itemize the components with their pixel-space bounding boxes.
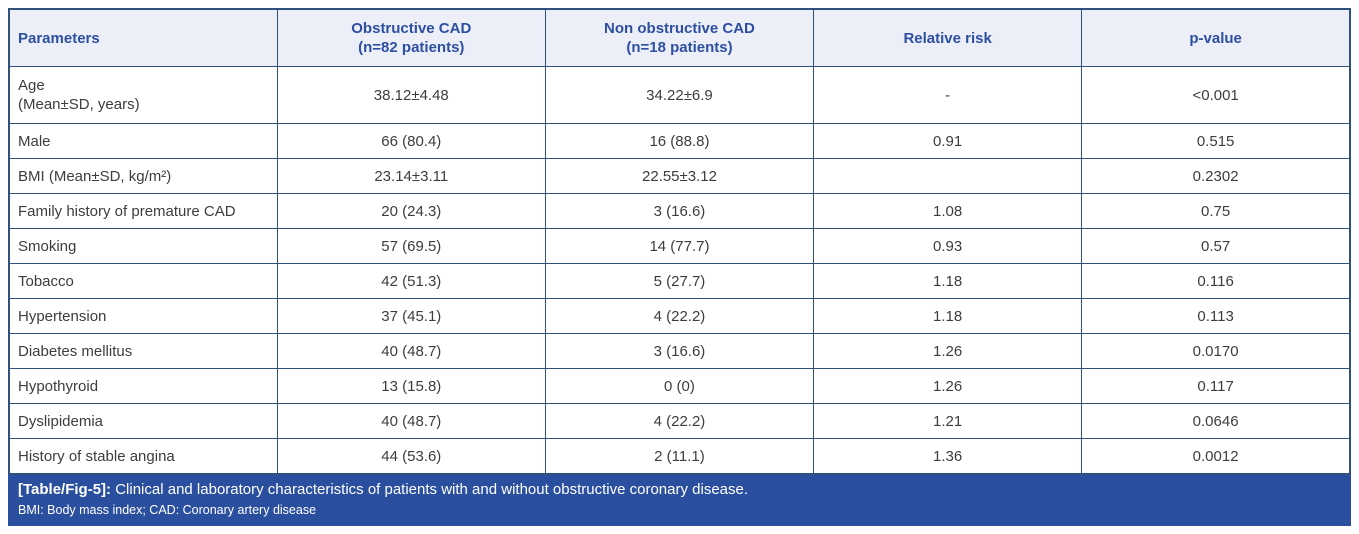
clinical-characteristics-table: Parameters Obstructive CAD (n=82 patient…	[8, 8, 1351, 475]
relative-risk-cell: 1.08	[813, 193, 1083, 229]
obstructive-cell: 42 (51.3)	[276, 263, 546, 299]
relative-risk-cell: 1.21	[813, 403, 1083, 439]
non-obstructive-cell: 2 (11.1)	[544, 438, 815, 475]
obstructive-cell: 44 (53.6)	[276, 438, 546, 475]
table-footnote: BMI: Body mass index; CAD: Coronary arte…	[18, 503, 317, 517]
p-value-cell: 0.116	[1081, 263, 1351, 299]
table-row-diabetes: Diabetes mellitus 40 (48.7) 3 (16.6) 1.2…	[8, 333, 1351, 369]
column-header-obstructive-cad: Obstructive CAD (n=82 patients)	[276, 8, 546, 67]
p-value-cell: 0.515	[1081, 123, 1351, 159]
p-value-cell: 0.0646	[1081, 403, 1351, 439]
table-caption-text: Clinical and laboratory characteristics …	[111, 481, 749, 498]
relative-risk-cell: 1.26	[813, 333, 1083, 369]
table-row-hypothyroid: Hypothyroid 13 (15.8) 0 (0) 1.26 0.117	[8, 368, 1351, 404]
non-obstructive-cell: 0 (0)	[544, 368, 815, 404]
table-row-male: Male 66 (80.4) 16 (88.8) 0.91 0.515	[8, 123, 1351, 159]
table-caption: [Table/Fig-5]: Clinical and laboratory c…	[18, 480, 1341, 500]
table-header: Parameters Obstructive CAD (n=82 patient…	[8, 8, 1351, 67]
header-row: Parameters Obstructive CAD (n=82 patient…	[8, 8, 1351, 67]
table-row-tobacco: Tobacco 42 (51.3) 5 (27.7) 1.18 0.116	[8, 263, 1351, 299]
column-header-p-value: p-value	[1081, 8, 1351, 67]
p-value-cell: 0.0170	[1081, 333, 1351, 369]
param-cell: Age (Mean±SD, years)	[8, 66, 278, 124]
obstructive-cell: 20 (24.3)	[276, 193, 546, 229]
non-obstructive-cell: 22.55±3.12	[544, 158, 815, 194]
table-row-stable-angina: History of stable angina 44 (53.6) 2 (11…	[8, 438, 1351, 475]
obstructive-cell: 23.14±3.11	[276, 158, 546, 194]
p-value-cell: 0.57	[1081, 228, 1351, 264]
non-obstructive-cell: 4 (22.2)	[544, 403, 815, 439]
column-header-relative-risk: Relative risk	[813, 8, 1083, 67]
non-obstructive-cell: 4 (22.2)	[544, 298, 815, 334]
table-row-dyslipidemia: Dyslipidemia 40 (48.7) 4 (22.2) 1.21 0.0…	[8, 403, 1351, 439]
param-cell: Tobacco	[8, 263, 278, 299]
p-value-cell: 0.117	[1081, 368, 1351, 404]
obstructive-cell: 66 (80.4)	[276, 123, 546, 159]
table-row-smoking: Smoking 57 (69.5) 14 (77.7) 0.93 0.57	[8, 228, 1351, 264]
relative-risk-cell	[813, 158, 1083, 194]
table-row-bmi: BMI (Mean±SD, kg/m²) 23.14±3.11 22.55±3.…	[8, 158, 1351, 194]
param-cell: Smoking	[8, 228, 278, 264]
p-value-cell: 0.113	[1081, 298, 1351, 334]
non-obstructive-cell: 16 (88.8)	[544, 123, 815, 159]
obstructive-cell: 38.12±4.48	[276, 66, 546, 124]
p-value-cell: 0.2302	[1081, 158, 1351, 194]
table-figure: Parameters Obstructive CAD (n=82 patient…	[8, 8, 1351, 526]
non-obstructive-cell: 5 (27.7)	[544, 263, 815, 299]
relative-risk-cell: 1.36	[813, 438, 1083, 475]
non-obstructive-cell: 3 (16.6)	[544, 193, 815, 229]
relative-risk-cell: 1.18	[813, 298, 1083, 334]
param-cell: History of stable angina	[8, 438, 278, 475]
p-value-cell: 0.75	[1081, 193, 1351, 229]
table-caption-bar: [Table/Fig-5]: Clinical and laboratory c…	[8, 475, 1351, 526]
param-cell: Family history of premature CAD	[8, 193, 278, 229]
table-row-age: Age (Mean±SD, years) 38.12±4.48 34.22±6.…	[8, 66, 1351, 124]
param-cell: Hypothyroid	[8, 368, 278, 404]
table-row-family-history: Family history of premature CAD 20 (24.3…	[8, 193, 1351, 229]
table-body: Age (Mean±SD, years) 38.12±4.48 34.22±6.…	[8, 66, 1351, 475]
param-cell: Hypertension	[8, 298, 278, 334]
relative-risk-cell: 1.26	[813, 368, 1083, 404]
column-header-parameters: Parameters	[8, 8, 278, 67]
param-cell: Diabetes mellitus	[8, 333, 278, 369]
table-caption-label: [Table/Fig-5]:	[18, 481, 112, 498]
relative-risk-cell: 1.18	[813, 263, 1083, 299]
relative-risk-cell: 0.91	[813, 123, 1083, 159]
param-cell: Dyslipidemia	[8, 403, 278, 439]
obstructive-cell: 13 (15.8)	[276, 368, 546, 404]
param-cell: Male	[8, 123, 278, 159]
obstructive-cell: 40 (48.7)	[276, 333, 546, 369]
obstructive-cell: 40 (48.7)	[276, 403, 546, 439]
relative-risk-cell: 0.93	[813, 228, 1083, 264]
param-cell: BMI (Mean±SD, kg/m²)	[8, 158, 278, 194]
obstructive-cell: 57 (69.5)	[276, 228, 546, 264]
column-header-non-obstructive-cad: Non obstructive CAD (n=18 patients)	[544, 8, 815, 67]
table-row-hypertension: Hypertension 37 (45.1) 4 (22.2) 1.18 0.1…	[8, 298, 1351, 334]
non-obstructive-cell: 14 (77.7)	[544, 228, 815, 264]
non-obstructive-cell: 34.22±6.9	[544, 66, 815, 124]
p-value-cell: <0.001	[1081, 66, 1351, 124]
relative-risk-cell: -	[813, 66, 1083, 124]
p-value-cell: 0.0012	[1081, 438, 1351, 475]
obstructive-cell: 37 (45.1)	[276, 298, 546, 334]
non-obstructive-cell: 3 (16.6)	[544, 333, 815, 369]
